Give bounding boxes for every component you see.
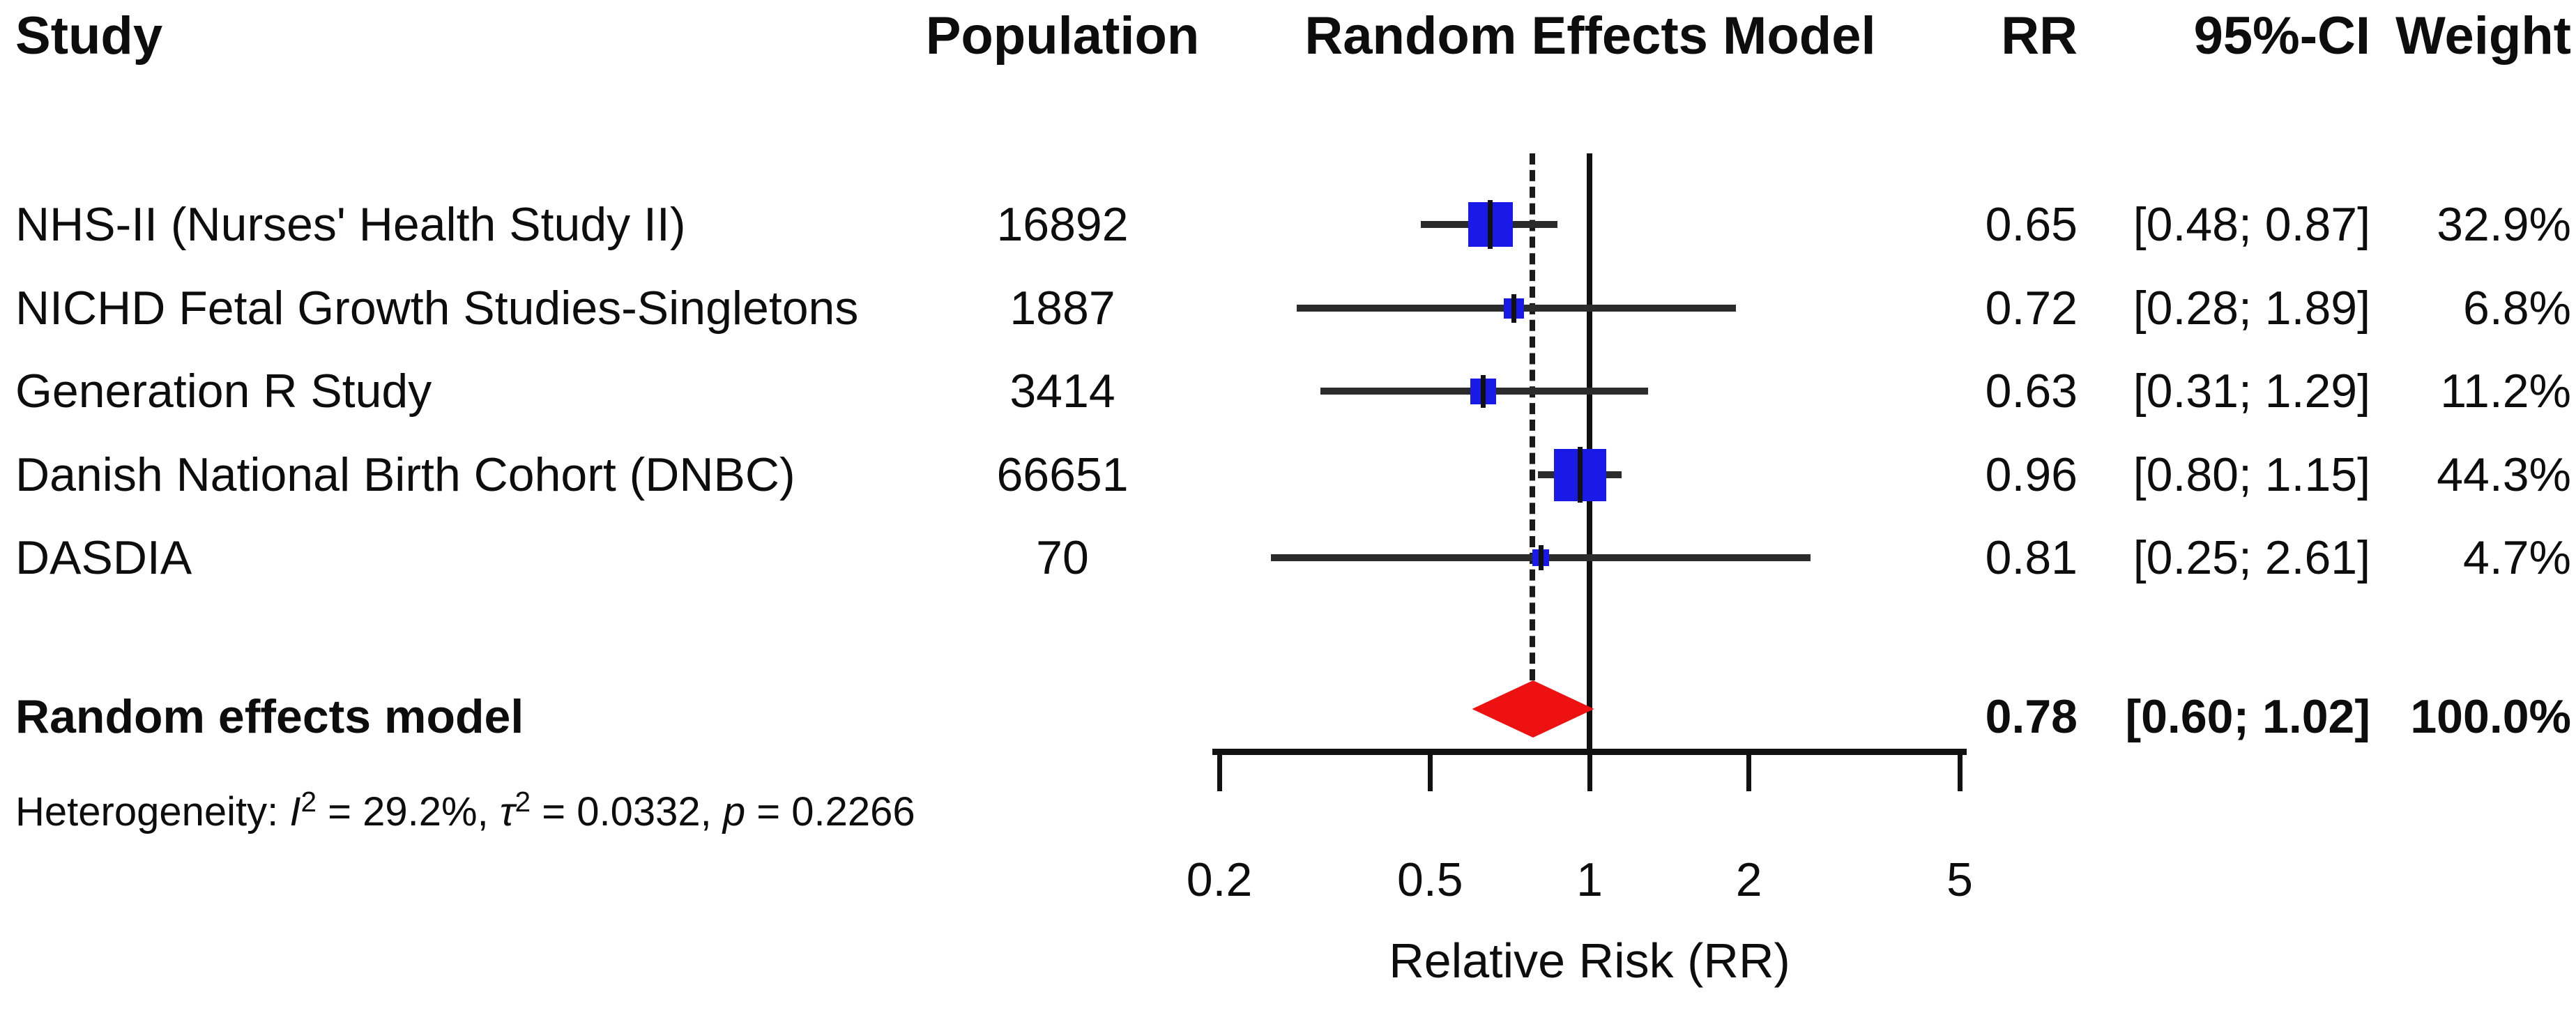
column-header-model: Random Effects Model (1304, 6, 1876, 66)
column-header-population: Population (925, 6, 1200, 66)
study-name: NICHD Fetal Growth Studies-Singletons (15, 282, 859, 335)
column-header-ci: 95%-CI (2193, 6, 2370, 66)
summary-label: Random effects model (15, 690, 524, 743)
weight-value: 6.8% (2463, 282, 2571, 335)
study-name: Generation R Study (15, 365, 432, 418)
rr-value: 0.65 (1985, 198, 2078, 251)
summary-ci-value: [0.60; 1.02] (2125, 690, 2370, 743)
weight-value: 4.7% (2463, 531, 2571, 584)
summary-weight-value: 100.0% (2410, 690, 2571, 743)
weight-value: 11.2% (2440, 365, 2571, 418)
point-estimate-tick (1578, 447, 1583, 503)
population-value: 1887 (1009, 282, 1115, 335)
rr-value: 0.96 (1985, 448, 2078, 501)
population-value: 66651 (996, 448, 1129, 501)
x-axis-tick-label: 0.2 (1186, 853, 1253, 906)
point-estimate-tick (1481, 374, 1486, 408)
point-estimate-tick (1538, 545, 1544, 570)
study-name: DASDIA (15, 531, 192, 584)
population-value: 16892 (996, 198, 1129, 251)
study-name: Danish National Birth Cohort (DNBC) (15, 448, 795, 501)
x-axis-tick (1746, 752, 1752, 791)
ci-value: [0.48; 0.87] (2133, 198, 2370, 251)
rr-value: 0.72 (1985, 282, 2078, 335)
summary-diamond (1472, 680, 1594, 738)
x-axis-tick-label: 0.5 (1397, 853, 1463, 906)
x-axis-tick (1587, 752, 1592, 791)
rr-value: 0.81 (1985, 531, 2078, 584)
pooled-estimate-dashed-line (1530, 153, 1536, 680)
summary-rr-value: 0.78 (1985, 690, 2078, 743)
heterogeneity-part: 2 (515, 785, 531, 818)
x-axis-tick-label: 5 (1946, 853, 1973, 906)
ci-value: [0.25; 2.61] (2133, 531, 2370, 584)
heterogeneity-part: = 0.0332, (531, 789, 723, 835)
x-axis-tick-label: 2 (1735, 853, 1762, 906)
point-estimate-tick (1511, 293, 1517, 323)
x-axis-tick (1427, 752, 1433, 791)
x-axis-title: Relative Risk (RR) (1389, 933, 1790, 988)
heterogeneity-text: Heterogeneity: I2 = 29.2%, τ2 = 0.0332, … (15, 788, 915, 832)
x-axis-tick (1217, 752, 1222, 791)
weight-value: 32.9% (2437, 198, 2571, 251)
point-estimate-tick (1488, 200, 1493, 249)
x-axis-tick-label: 1 (1576, 853, 1603, 906)
heterogeneity-part: 2 (300, 785, 317, 818)
ci-value: [0.28; 1.89] (2133, 282, 2370, 335)
column-header-rr: RR (2001, 6, 2078, 66)
heterogeneity-part: = 29.2%, (317, 789, 500, 835)
heterogeneity-part: p (722, 789, 746, 835)
ci-value: [0.80; 1.15] (2133, 448, 2370, 501)
heterogeneity-part: I (289, 789, 301, 835)
x-axis-tick (1957, 752, 1963, 791)
column-header-study: Study (15, 6, 163, 66)
heterogeneity-part: τ (499, 789, 515, 835)
rr-value: 0.63 (1985, 365, 2078, 418)
heterogeneity-part: Heterogeneity: (15, 789, 290, 835)
study-name: NHS-II (Nurses' Health Study II) (15, 198, 686, 251)
weight-value: 44.3% (2437, 448, 2571, 501)
ci-value: [0.31; 1.29] (2133, 365, 2370, 418)
population-value: 70 (1036, 531, 1089, 584)
column-header-weight: Weight (2395, 6, 2571, 66)
population-value: 3414 (1009, 365, 1115, 418)
heterogeneity-part: = 0.2266 (745, 789, 915, 835)
